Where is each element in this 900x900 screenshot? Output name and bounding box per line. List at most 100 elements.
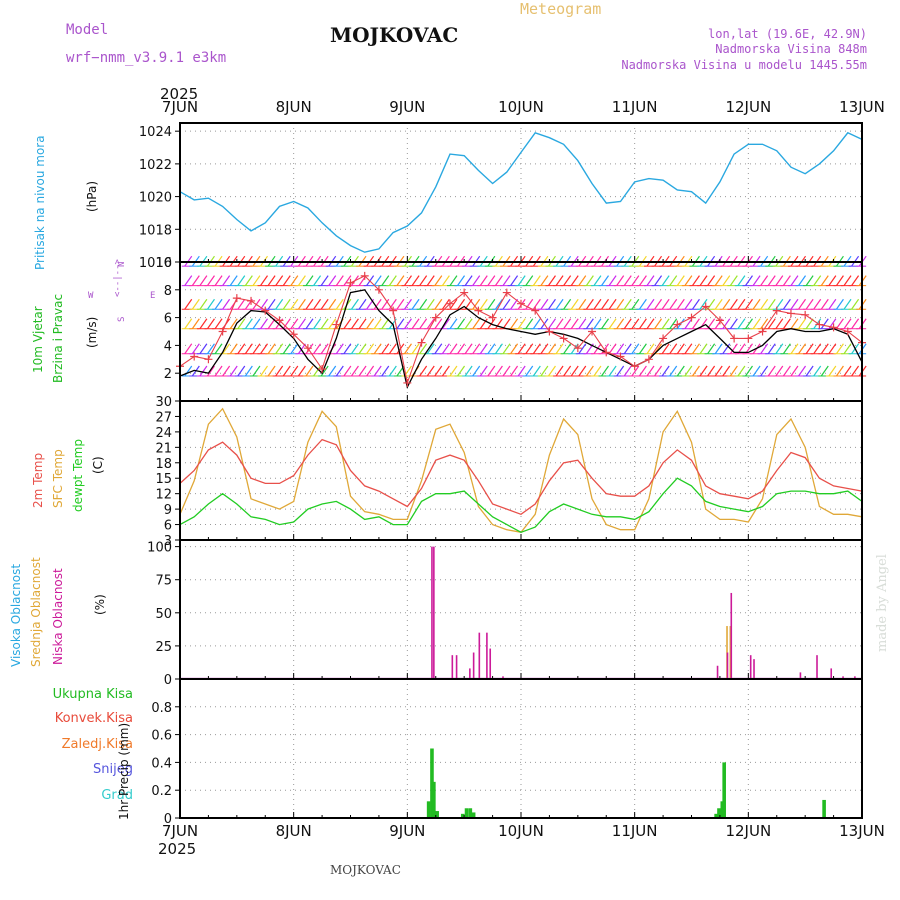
wind-barb bbox=[593, 365, 602, 377]
wind-barb bbox=[510, 275, 519, 286]
precip-bar bbox=[430, 748, 434, 818]
wind-barb bbox=[191, 298, 200, 310]
wind-barb bbox=[835, 275, 844, 286]
wind-barb bbox=[404, 275, 412, 286]
wind-barb bbox=[828, 275, 837, 286]
wind-barb bbox=[532, 318, 541, 330]
cloud-bar bbox=[749, 655, 752, 679]
wind-barb bbox=[502, 275, 511, 286]
wind-barb bbox=[593, 318, 602, 330]
wind-barb bbox=[835, 318, 844, 330]
wind-barb bbox=[381, 318, 390, 330]
wind-barb bbox=[305, 318, 314, 330]
wind-barb bbox=[578, 275, 587, 286]
wind-barb bbox=[616, 365, 625, 377]
wind-barb bbox=[502, 318, 511, 330]
wind-barb bbox=[373, 343, 382, 355]
wind-barb bbox=[616, 298, 625, 310]
wind-barb bbox=[563, 365, 572, 377]
wind-barb bbox=[601, 275, 610, 286]
wind-barb bbox=[760, 318, 769, 330]
cloud-bar bbox=[431, 546, 433, 679]
wind-barb bbox=[775, 343, 784, 355]
wind-barb bbox=[714, 365, 723, 377]
wind-barb bbox=[479, 298, 488, 310]
wind-barb bbox=[282, 343, 291, 355]
cloud-bar bbox=[489, 648, 492, 679]
wind-barb bbox=[775, 365, 784, 377]
wind-barb bbox=[813, 343, 822, 355]
wind-barb bbox=[237, 365, 246, 377]
wind-barb bbox=[737, 365, 746, 377]
cloud-bar bbox=[726, 652, 729, 679]
wind-barb bbox=[722, 275, 731, 286]
wind-barb bbox=[601, 365, 610, 377]
wind-barb bbox=[555, 343, 564, 355]
wind-barb bbox=[252, 365, 261, 377]
wind-barb bbox=[320, 298, 329, 310]
wind-barb bbox=[843, 318, 852, 330]
wind-barb bbox=[714, 298, 723, 310]
cloud-bar bbox=[753, 659, 755, 679]
gust-marker bbox=[758, 327, 767, 336]
ytick-label: 12 bbox=[155, 488, 172, 503]
wind-barb bbox=[563, 318, 572, 330]
wind-barb bbox=[479, 343, 488, 355]
wind-barb bbox=[699, 298, 708, 310]
xtick-label-bottom: 7JUN bbox=[162, 822, 198, 840]
ytick-label: 4 bbox=[164, 339, 172, 354]
wind-barb bbox=[320, 318, 329, 330]
wind-barb bbox=[282, 298, 291, 310]
wind-barb bbox=[320, 365, 329, 377]
xtick-label-bottom: 8JUN bbox=[276, 822, 312, 840]
wind-barb bbox=[350, 343, 359, 355]
wind-barb bbox=[350, 318, 359, 330]
wind-barb bbox=[805, 318, 814, 330]
wind-barb bbox=[464, 365, 473, 377]
wind-barb bbox=[767, 365, 776, 377]
ytick-label: 25 bbox=[155, 640, 172, 655]
wind-barb bbox=[373, 318, 382, 330]
wind-barb bbox=[275, 275, 284, 286]
wind-barb bbox=[828, 298, 837, 310]
wind-barb bbox=[798, 318, 807, 330]
wind-barb bbox=[388, 365, 397, 377]
wind-barb bbox=[366, 318, 375, 330]
wind-barb bbox=[343, 318, 352, 330]
wind-barb bbox=[320, 343, 329, 355]
wind-barb bbox=[851, 318, 860, 330]
wind-barb bbox=[585, 365, 594, 377]
precip-legend: Ukupna Kisa Konvek.Kisa Zaledj.Kisa Snij… bbox=[53, 687, 133, 803]
wind-barb bbox=[707, 298, 716, 310]
wind-barb bbox=[540, 298, 549, 310]
xtick-label-top: 7JUN bbox=[162, 98, 198, 116]
wind-barb bbox=[404, 343, 412, 355]
wind-barb bbox=[585, 318, 594, 330]
mid-cloud-label: Srednja Oblacnost bbox=[29, 557, 43, 667]
wind-barb bbox=[760, 343, 769, 355]
wind-barb bbox=[525, 318, 534, 330]
wind-barb bbox=[737, 298, 746, 310]
gust-marker bbox=[573, 344, 582, 353]
wind-barb bbox=[328, 318, 337, 330]
wind-barb bbox=[661, 343, 670, 355]
wind-barb bbox=[244, 318, 253, 330]
wind-barb bbox=[593, 275, 602, 286]
wind-barb bbox=[525, 365, 534, 377]
gust-marker bbox=[801, 310, 810, 319]
cloud-bar bbox=[502, 676, 504, 679]
gust-marker bbox=[630, 362, 639, 371]
wind-barb bbox=[449, 275, 458, 286]
wind-barb bbox=[608, 318, 617, 330]
gust-marker bbox=[687, 313, 696, 322]
wind-barb bbox=[820, 298, 829, 310]
xtick-label-top: 11JUN bbox=[612, 98, 658, 116]
wind-barb bbox=[396, 318, 405, 330]
precip-bar bbox=[460, 813, 465, 818]
wind-barb bbox=[184, 365, 193, 377]
wind-barb bbox=[457, 318, 466, 330]
wind-barb bbox=[267, 343, 276, 355]
wind-barb bbox=[555, 298, 564, 310]
ytick-label: 6 bbox=[164, 312, 172, 327]
wind-barb bbox=[206, 365, 215, 377]
